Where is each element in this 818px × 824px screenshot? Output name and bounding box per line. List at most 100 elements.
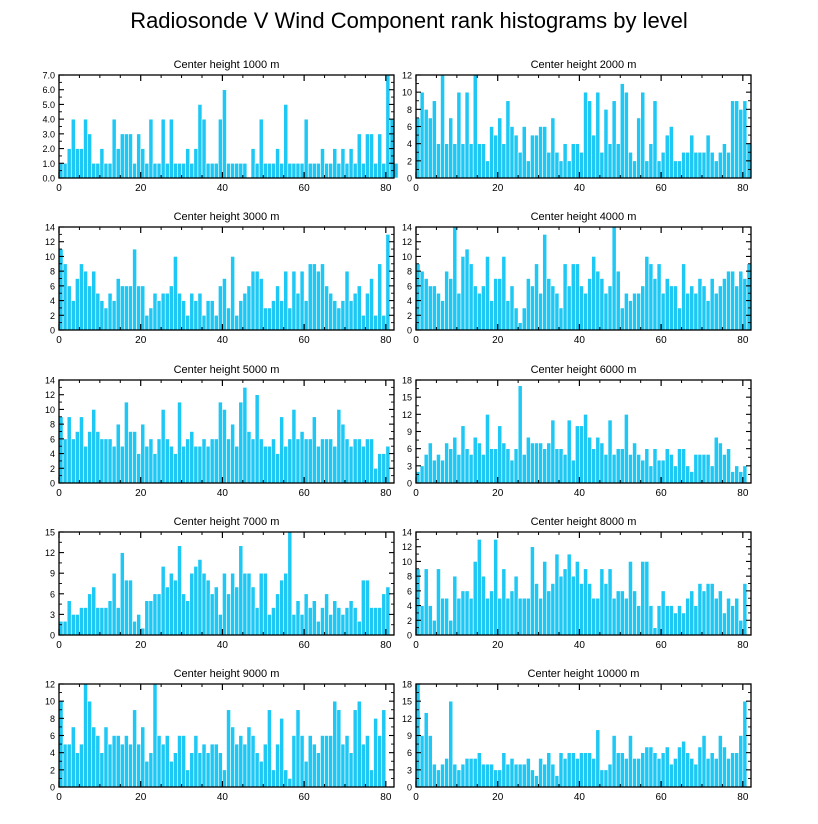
histogram-bar — [546, 278, 552, 331]
histogram-bar — [546, 590, 552, 636]
y-tick-label: 2 — [50, 311, 55, 321]
histogram-bar — [570, 143, 576, 179]
histogram-bar — [156, 162, 162, 179]
histogram-bar — [444, 270, 449, 331]
histogram-bar — [652, 100, 658, 179]
x-tick-label: 40 — [217, 640, 229, 651]
histogram-bar — [546, 442, 552, 484]
x-tick-label: 0 — [413, 640, 419, 651]
histogram-bar — [381, 593, 387, 636]
y-tick-label: 6 — [407, 122, 412, 132]
histogram-bar — [275, 743, 280, 788]
histogram-bar — [136, 133, 142, 179]
histogram-bar — [262, 445, 268, 484]
histogram-bar — [497, 425, 503, 484]
histogram-bar — [615, 143, 621, 179]
histogram-bar — [525, 160, 531, 179]
y-tick-label: 6 — [407, 444, 412, 454]
histogram-bar — [697, 583, 703, 636]
histogram-bar — [238, 735, 244, 788]
histogram-bar — [79, 263, 84, 331]
histogram-bar — [640, 459, 646, 484]
histogram-bar — [489, 300, 494, 331]
histogram-bar — [660, 292, 666, 331]
histogram-bar — [291, 409, 297, 484]
histogram-bar — [279, 718, 284, 788]
panel-title: Center height 1000 m — [174, 59, 280, 71]
histogram-bar — [713, 758, 719, 788]
y-tick-label: 9 — [407, 731, 412, 741]
histogram-bar — [489, 126, 494, 179]
histogram-bar — [452, 575, 458, 636]
histogram-bar — [377, 735, 383, 788]
x-tick-label: 60 — [656, 335, 668, 346]
histogram-bar — [193, 445, 199, 484]
histogram-bar — [377, 607, 383, 636]
histogram-bar — [189, 572, 195, 636]
histogram-bar — [648, 746, 654, 788]
histogram-bar — [734, 465, 740, 484]
histogram-bar — [632, 292, 637, 331]
histogram-bar — [271, 769, 276, 788]
histogram-bar — [197, 752, 203, 788]
histogram-bar — [530, 285, 535, 331]
histogram-bar — [481, 285, 486, 331]
histogram-bar — [79, 416, 84, 484]
histogram-bar — [128, 133, 133, 179]
histogram-bar — [99, 438, 105, 484]
histogram-bar — [485, 763, 490, 788]
y-tick-label: 6 — [407, 748, 412, 758]
histogram-bar — [587, 100, 592, 179]
histogram-bar — [489, 590, 494, 636]
histogram-bar — [328, 292, 334, 331]
histogram-bar — [258, 278, 264, 331]
histogram-bar — [377, 453, 383, 484]
histogram-bar — [254, 162, 260, 179]
histogram-bar — [493, 278, 499, 331]
histogram-bar — [377, 133, 383, 179]
histogram-bar — [501, 256, 507, 331]
histogram-bar — [607, 419, 613, 484]
histogram-bar — [218, 614, 223, 636]
histogram-bar — [427, 285, 433, 331]
panel-title: Center height 10000 m — [528, 668, 640, 680]
histogram-bar — [521, 763, 527, 788]
histogram-bar — [213, 162, 219, 179]
histogram-bar — [542, 448, 548, 484]
histogram-bar — [517, 597, 523, 636]
y-tick-label: 2 — [50, 464, 55, 474]
histogram-bar — [705, 758, 711, 788]
chart-main-title: Radiosonde V Wind Component rank histogr… — [130, 8, 688, 33]
histogram-bar — [381, 162, 387, 179]
histogram-bar — [489, 763, 494, 788]
y-tick-label: 3 — [407, 461, 412, 471]
histogram-bar — [316, 270, 321, 331]
histogram-bar — [320, 735, 325, 788]
histogram-bar — [271, 438, 276, 484]
histogram-bar — [713, 597, 719, 636]
histogram-bar — [369, 438, 374, 484]
histogram-bar — [365, 292, 370, 331]
histogram-bar — [222, 409, 227, 484]
y-tick-label: 3 — [50, 610, 55, 620]
histogram-bar — [668, 454, 674, 484]
histogram-bar — [542, 561, 548, 636]
histogram-bar — [230, 572, 235, 636]
histogram-bar — [132, 709, 137, 788]
histogram-bar — [70, 300, 76, 331]
histogram-bar — [201, 314, 207, 331]
histogram-bar — [361, 162, 366, 179]
x-tick-label: 0 — [413, 335, 419, 346]
histogram-bar — [542, 763, 548, 788]
histogram-panel: Center height 1000 m 0 20 40 60 80 0.0 1.0 2.0 3.… — [42, 59, 399, 194]
histogram-bar — [320, 148, 325, 179]
histogram-bar — [119, 552, 125, 636]
histogram-bar — [320, 607, 325, 636]
histogram-bar — [209, 743, 215, 788]
histogram-bar — [254, 607, 260, 636]
histogram-bar — [205, 579, 211, 636]
histogram-bar — [95, 292, 101, 331]
histogram-bar — [267, 307, 272, 331]
histogram-bar — [460, 256, 466, 331]
histogram-bar — [501, 752, 507, 788]
